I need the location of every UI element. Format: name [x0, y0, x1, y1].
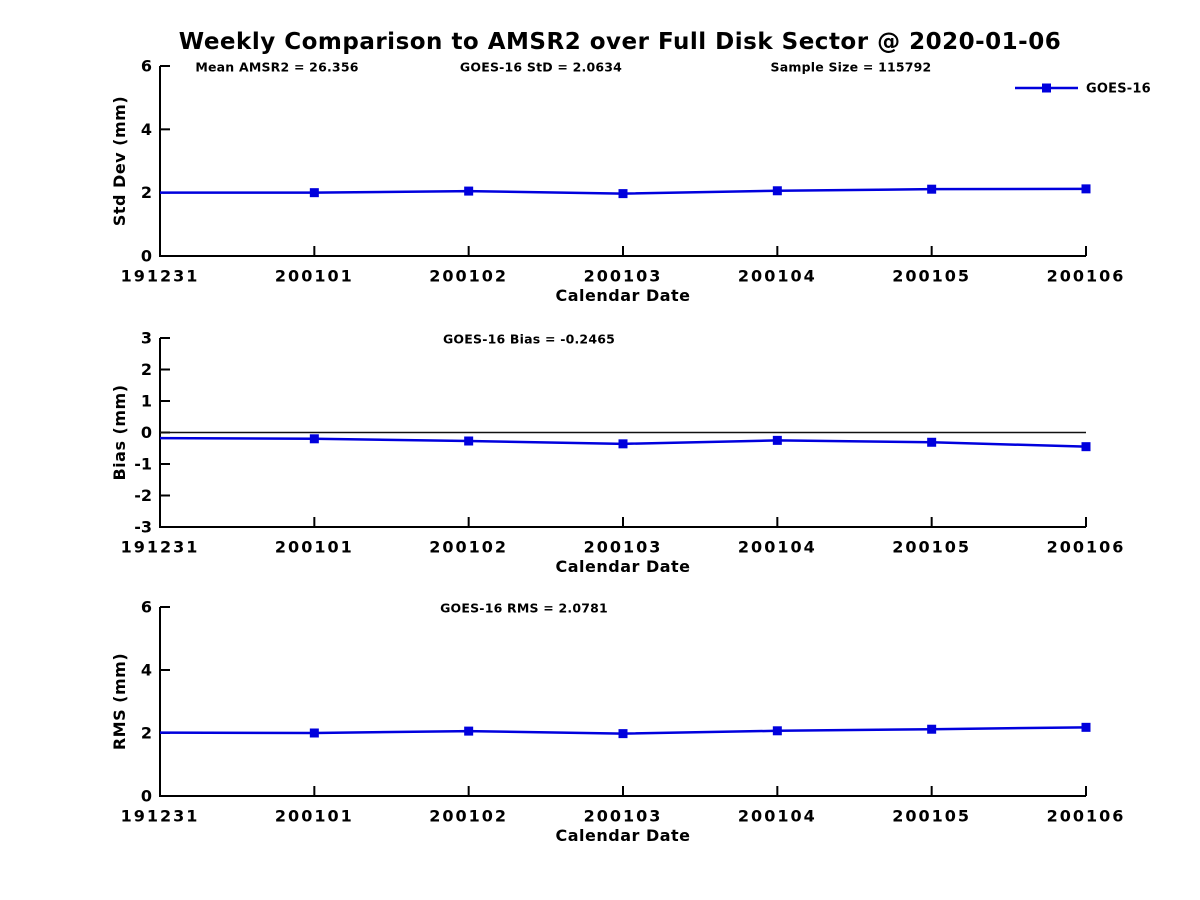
- x-tick-label: 200106: [1047, 267, 1126, 286]
- x-tick-label: 200101: [275, 538, 354, 557]
- y-axis-label: RMS (mm): [110, 653, 129, 750]
- data-point-marker: [927, 437, 937, 447]
- y-tick-label: -3: [134, 518, 152, 537]
- annotation: GOES-16 StD = 2.0634: [460, 60, 622, 75]
- x-tick-label: 191231: [121, 538, 200, 557]
- data-point-marker: [464, 726, 474, 736]
- y-axis-label: Bias (mm): [110, 384, 129, 480]
- x-tick-label: 200104: [738, 267, 817, 286]
- data-point-marker: [618, 729, 628, 739]
- data-point-marker: [927, 724, 937, 734]
- x-tick-label: 200104: [738, 807, 817, 826]
- data-point-marker: [464, 436, 474, 446]
- x-tick-label: 200103: [584, 538, 663, 557]
- x-tick-label: 200101: [275, 267, 354, 286]
- x-axis-label: Calendar Date: [555, 286, 690, 305]
- x-tick-label: 200104: [738, 538, 817, 557]
- x-tick-label: 200102: [429, 267, 508, 286]
- y-tick-label: 0: [141, 423, 152, 442]
- y-tick-label: 1: [141, 392, 152, 411]
- x-tick-label: 191231: [121, 267, 200, 286]
- data-point-marker: [927, 184, 937, 194]
- x-tick-label: 200101: [275, 807, 354, 826]
- data-point-marker: [464, 186, 474, 196]
- legend-marker: [1042, 83, 1051, 93]
- y-tick-label: 2: [141, 360, 152, 379]
- axis-spines: [159, 66, 1086, 257]
- x-tick-label: 200103: [584, 267, 663, 286]
- y-tick-label: -1: [134, 455, 152, 474]
- data-point-marker: [1081, 184, 1091, 194]
- legend-label: GOES-16: [1086, 82, 1151, 97]
- x-tick-label: 200102: [429, 807, 508, 826]
- data-point-marker: [309, 434, 319, 444]
- x-tick-label: 200106: [1047, 538, 1126, 557]
- y-tick-label: 2: [141, 724, 152, 743]
- annotation: GOES-16 Bias = -0.2465: [443, 332, 615, 347]
- x-tick-label: 200106: [1047, 807, 1126, 826]
- y-axis-label: Std Dev (mm): [110, 96, 129, 226]
- x-tick-label: 200102: [429, 538, 508, 557]
- data-point-marker: [772, 186, 782, 196]
- y-tick-label: 4: [141, 661, 152, 680]
- y-tick-label: 2: [141, 183, 152, 202]
- data-point-marker: [309, 728, 319, 738]
- data-point-marker: [309, 188, 319, 198]
- data-point-marker: [772, 726, 782, 736]
- x-tick-label: 191231: [121, 807, 200, 826]
- data-point-marker: [618, 439, 628, 449]
- x-tick-label: 200105: [892, 807, 971, 826]
- y-tick-label: 6: [141, 57, 152, 76]
- annotation: GOES-16 RMS = 2.0781: [440, 601, 608, 616]
- x-axis-label: Calendar Date: [555, 557, 690, 576]
- y-tick-label: -2: [134, 486, 152, 505]
- x-tick-label: 200105: [892, 538, 971, 557]
- y-tick-label: 3: [141, 329, 152, 348]
- y-tick-label: 4: [141, 120, 152, 139]
- y-tick-label: 0: [141, 247, 152, 266]
- annotation: Mean AMSR2 = 26.356: [195, 60, 358, 75]
- x-tick-label: 200105: [892, 267, 971, 286]
- y-tick-label: 0: [141, 787, 152, 806]
- data-point-marker: [1081, 442, 1091, 452]
- annotation: Sample Size = 115792: [771, 60, 932, 75]
- x-tick-label: 200103: [584, 807, 663, 826]
- figure-title: Weekly Comparison to AMSR2 over Full Dis…: [178, 29, 1062, 55]
- data-point-marker: [772, 435, 782, 445]
- x-axis-label: Calendar Date: [555, 826, 690, 845]
- axis-spines: [159, 607, 1086, 797]
- data-point-marker: [1081, 722, 1091, 732]
- y-tick-label: 6: [141, 598, 152, 617]
- data-point-marker: [618, 189, 628, 199]
